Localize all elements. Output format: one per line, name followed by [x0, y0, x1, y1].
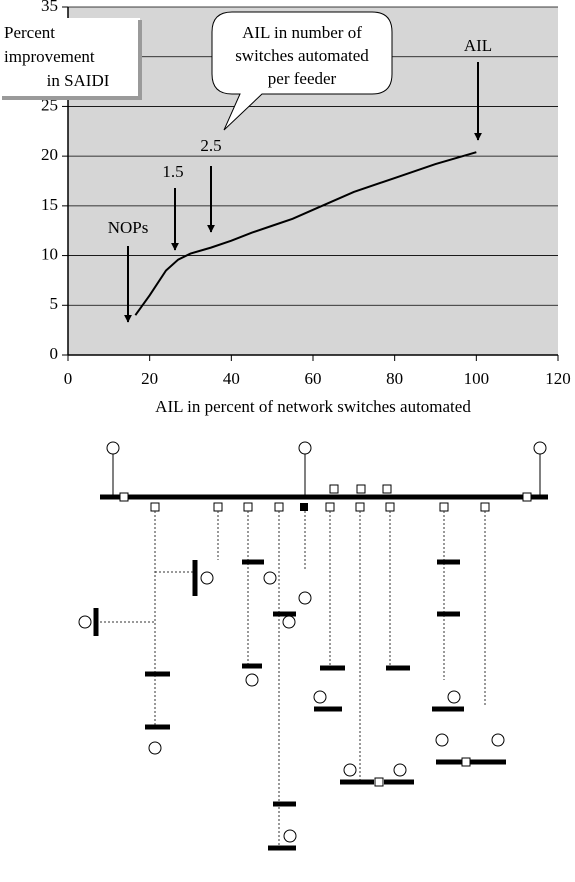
x-tick-label: 120 [545, 369, 571, 388]
y-tick-label: 5 [50, 294, 59, 313]
callout-text: switches automated [235, 46, 369, 65]
y-tick-label: 15 [41, 195, 58, 214]
x-axis-label: AIL in percent of network switches autom… [155, 397, 471, 416]
x-tick-label: 40 [223, 369, 240, 388]
y-tick-label: 20 [41, 145, 58, 164]
callout-text: AIL in number of [242, 23, 362, 42]
y-tick-label: 35 [41, 0, 58, 15]
x-tick-label: 20 [141, 369, 158, 388]
network-diagram [79, 442, 548, 850]
y-label: in SAIDI [47, 71, 110, 90]
x-tick-label: 100 [464, 369, 490, 388]
callout-text: per feeder [268, 69, 337, 88]
annotation: AIL [464, 36, 492, 55]
x-tick-label: 0 [64, 369, 73, 388]
annotation: 1.5 [162, 162, 183, 181]
y-tick-label: 10 [41, 244, 58, 263]
y-tick-label: 0 [50, 344, 59, 363]
page: 05101520253035020406080100120AIL in perc… [0, 0, 575, 877]
x-tick-label: 80 [386, 369, 403, 388]
x-tick-label: 60 [305, 369, 322, 388]
y-label: improvement [4, 47, 95, 66]
annotation: 2.5 [200, 136, 221, 155]
annotation: NOPs [108, 218, 149, 237]
y-label: Percent [4, 23, 55, 42]
